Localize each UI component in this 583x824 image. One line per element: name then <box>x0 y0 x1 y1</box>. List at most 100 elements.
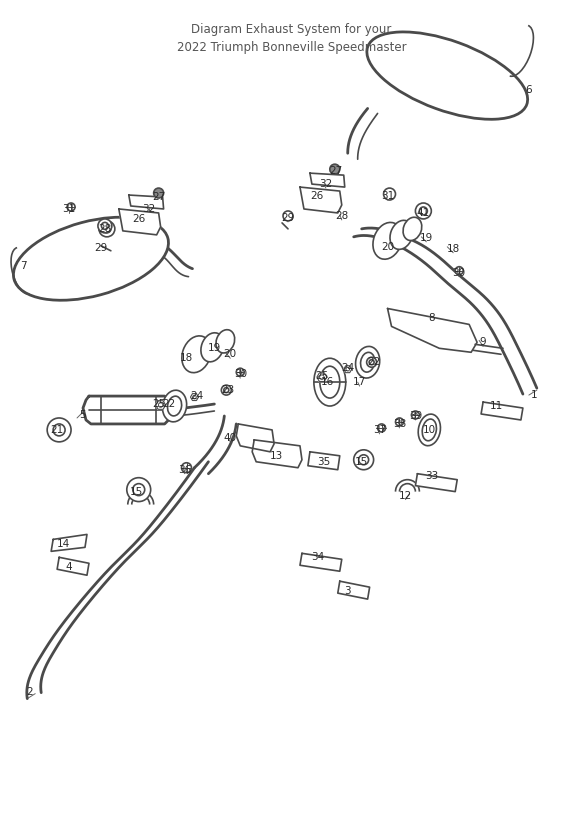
Circle shape <box>159 403 163 407</box>
Ellipse shape <box>418 414 441 446</box>
Text: 34: 34 <box>311 552 325 562</box>
Polygon shape <box>388 308 477 353</box>
Text: 27: 27 <box>329 166 342 176</box>
Text: 3: 3 <box>345 586 351 596</box>
Text: 38: 38 <box>393 419 406 429</box>
Text: 7: 7 <box>20 260 27 271</box>
Circle shape <box>419 207 427 215</box>
Ellipse shape <box>216 330 235 353</box>
Polygon shape <box>27 461 208 699</box>
Text: 29: 29 <box>282 213 294 223</box>
Ellipse shape <box>320 366 340 398</box>
Text: 13: 13 <box>269 451 283 461</box>
Text: 16: 16 <box>321 377 335 387</box>
Ellipse shape <box>182 336 211 372</box>
Ellipse shape <box>201 333 224 362</box>
Ellipse shape <box>360 353 375 372</box>
Circle shape <box>283 211 293 221</box>
Text: 25: 25 <box>152 399 165 409</box>
Text: 24: 24 <box>190 391 203 401</box>
Text: 28: 28 <box>335 211 349 221</box>
Circle shape <box>224 387 229 392</box>
Circle shape <box>455 267 463 274</box>
Text: 21: 21 <box>51 425 64 435</box>
Text: 29: 29 <box>94 243 107 253</box>
Polygon shape <box>191 394 198 400</box>
Text: 1: 1 <box>531 390 537 400</box>
Polygon shape <box>416 474 457 492</box>
Circle shape <box>127 478 150 502</box>
Text: 26: 26 <box>310 191 324 201</box>
Circle shape <box>192 396 196 399</box>
Text: 26: 26 <box>132 214 145 224</box>
Text: 8: 8 <box>428 313 435 324</box>
Polygon shape <box>481 402 523 420</box>
Polygon shape <box>83 396 173 424</box>
Text: 32: 32 <box>142 204 155 214</box>
Text: 11: 11 <box>489 401 503 411</box>
Ellipse shape <box>373 222 402 260</box>
Circle shape <box>103 225 111 233</box>
Circle shape <box>47 418 71 442</box>
Text: 23: 23 <box>222 385 235 395</box>
Ellipse shape <box>390 220 413 250</box>
Text: 37: 37 <box>373 425 386 435</box>
Text: 17: 17 <box>353 377 366 387</box>
Polygon shape <box>236 424 274 452</box>
Circle shape <box>319 375 324 379</box>
Polygon shape <box>354 229 537 394</box>
Circle shape <box>416 203 431 219</box>
Circle shape <box>367 358 377 368</box>
Text: 10: 10 <box>423 425 436 435</box>
Ellipse shape <box>167 396 182 416</box>
Circle shape <box>101 222 108 229</box>
Circle shape <box>412 411 419 419</box>
Text: Diagram Exhaust System for your: Diagram Exhaust System for your <box>191 23 392 36</box>
Text: 35: 35 <box>317 456 331 466</box>
Text: 19: 19 <box>420 233 433 243</box>
Polygon shape <box>51 535 87 551</box>
Circle shape <box>330 164 340 174</box>
Circle shape <box>236 368 244 377</box>
Ellipse shape <box>314 358 346 406</box>
Polygon shape <box>156 400 166 410</box>
Text: 30: 30 <box>234 369 247 379</box>
Polygon shape <box>252 440 302 468</box>
Text: 2: 2 <box>26 686 33 696</box>
Ellipse shape <box>356 346 380 378</box>
Text: 5: 5 <box>80 410 86 420</box>
Circle shape <box>346 368 350 371</box>
Polygon shape <box>300 554 342 571</box>
Text: 39: 39 <box>409 411 422 421</box>
Polygon shape <box>57 557 89 575</box>
Text: 33: 33 <box>424 471 438 480</box>
Text: 41: 41 <box>417 208 430 218</box>
Text: 22: 22 <box>367 358 380 368</box>
Text: 27: 27 <box>152 192 165 202</box>
Polygon shape <box>300 187 342 213</box>
Text: 30: 30 <box>452 268 466 278</box>
Polygon shape <box>310 173 345 187</box>
Ellipse shape <box>13 218 168 300</box>
Polygon shape <box>344 366 352 372</box>
Text: 31: 31 <box>381 191 394 201</box>
Text: 24: 24 <box>341 363 354 373</box>
Text: 12: 12 <box>399 490 412 501</box>
Circle shape <box>378 424 385 432</box>
Circle shape <box>369 360 374 365</box>
Polygon shape <box>338 581 370 599</box>
Text: 28: 28 <box>99 224 111 234</box>
Circle shape <box>395 418 403 426</box>
Circle shape <box>359 455 368 465</box>
Circle shape <box>98 219 112 233</box>
Ellipse shape <box>163 391 187 422</box>
Circle shape <box>67 203 75 211</box>
Text: 19: 19 <box>208 344 221 353</box>
Circle shape <box>154 188 164 198</box>
Text: 6: 6 <box>525 85 532 95</box>
Text: 15: 15 <box>355 456 368 466</box>
Text: 40: 40 <box>224 433 237 442</box>
Text: 18: 18 <box>447 244 460 254</box>
Text: 20: 20 <box>381 241 394 252</box>
Circle shape <box>133 484 145 495</box>
